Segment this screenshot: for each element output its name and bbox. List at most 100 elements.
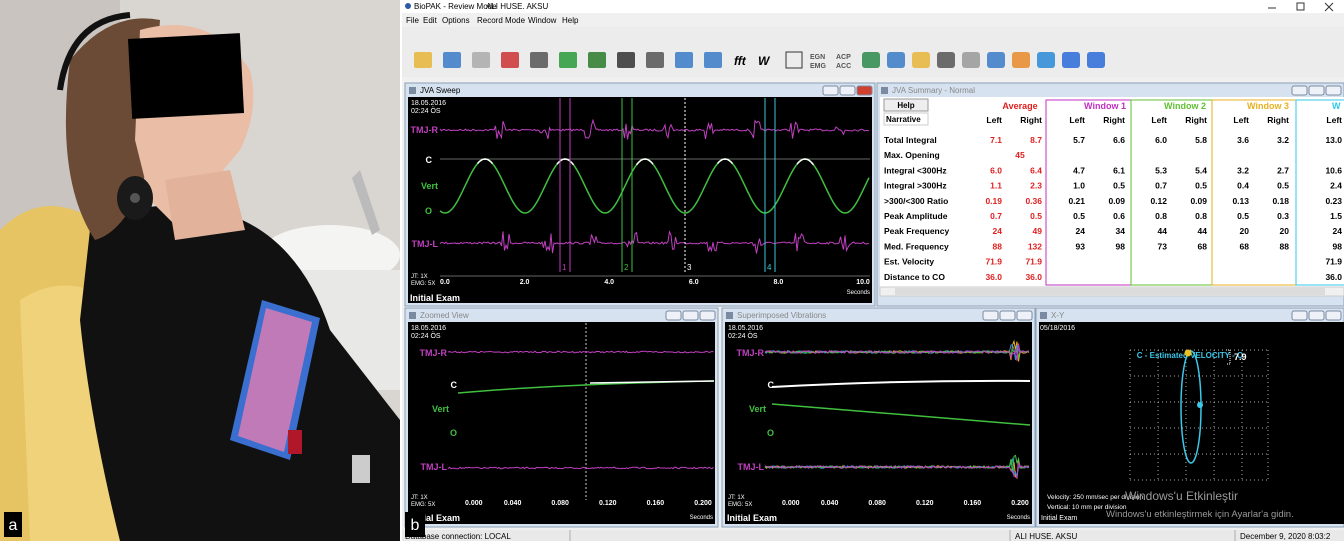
window-button[interactable] [823,86,838,95]
cell: 68 [1198,241,1208,251]
cell: 0.5 [1030,211,1042,221]
toolbar-icon[interactable] [443,52,461,68]
menu-item[interactable]: File [406,16,419,25]
toolbar-icon[interactable] [1062,52,1080,68]
window-button[interactable] [1326,311,1341,320]
row-label: Integral >300Hz [884,181,947,191]
menu-item[interactable]: Edit [423,16,438,25]
toolbar-icon[interactable] [501,52,519,68]
photo [0,0,400,541]
window-title: JVA Sweep [420,86,461,95]
point [1185,350,1192,357]
channel-label: Vert [421,181,438,191]
toolbar-icon[interactable] [1012,52,1030,68]
toolbar-icon[interactable] [414,52,432,68]
x-tick-label: 0.120 [599,500,617,507]
cell: 24 [1076,226,1086,236]
app-user: ALI HUSE. AKSU [486,2,548,11]
window-title: JVA Summary - Normal [892,86,975,95]
plot-time: 02:24 ÖS [411,107,441,115]
figure: BioPAK - Review ModeALI HUSE. AKSU File Ed… [0,0,1344,541]
toolbar-icon[interactable] [962,52,980,68]
cell: 0.8 [1155,211,1167,221]
toolbar-icon[interactable] [1087,52,1105,68]
toolbar-icon[interactable] [472,52,490,68]
window-button[interactable] [1309,311,1324,320]
toolbar-icon[interactable] [530,52,548,68]
channel-label: O [425,206,432,216]
cell: 2.7 [1277,165,1289,175]
cell: 0.3 [1277,211,1289,221]
window-button[interactable] [683,311,698,320]
toolbar-icon[interactable] [559,52,577,68]
cell: 0.5 [1237,211,1249,221]
cell: 0.5 [1073,211,1085,221]
cell: 3.2 [1277,135,1289,145]
value-label: 7.9 [1234,352,1247,362]
toolbar-text: ACP [836,54,851,61]
toolbar-icon[interactable] [1037,52,1055,68]
channel-label: TMJ-L [738,462,765,472]
panel-label: a [9,517,18,534]
scrollbar-thumb[interactable] [895,288,1325,295]
narrative-label: Narrative [886,115,921,124]
page: BioPAK - Review ModeALI HUSE. AKSU File Ed… [0,0,1344,541]
window-icon [726,312,733,319]
emg-label: EMG: 5X [411,281,435,287]
cell: 24 [993,226,1003,236]
x-tick-label: 0.080 [551,500,569,507]
window-button[interactable] [983,311,998,320]
cell: 0.5 [1277,181,1289,191]
window-button[interactable] [700,311,715,320]
window-button[interactable] [1000,311,1015,320]
window-button[interactable] [840,86,855,95]
window-button[interactable] [1017,311,1032,320]
channel-label: O [450,428,457,438]
menu-item[interactable]: Options [442,16,470,25]
toolbar-icon[interactable] [675,52,693,68]
emg-label: EMG: 5X [411,502,435,508]
group-header: Window 1 [1084,101,1126,111]
window-button[interactable] [1309,86,1324,95]
x-tick-label: 0.000 [465,500,483,507]
toolbar-icon[interactable] [912,52,930,68]
cell: 98 [1116,241,1126,251]
toolbar-icon[interactable] [588,52,606,68]
menu-item[interactable]: Help [562,16,579,25]
toolbar-icon[interactable] [937,52,955,68]
unit-label: Seconds [1007,515,1030,521]
window-button[interactable] [857,86,872,95]
window-button[interactable] [1292,311,1307,320]
toolbar-icon[interactable] [987,52,1005,68]
plot-date: 18.05.2016 [728,325,763,332]
menu-item[interactable]: Record Mode [477,16,526,25]
cell: 3.2 [1237,165,1249,175]
toolbar-icon[interactable] [887,52,905,68]
toolbar-icon[interactable] [704,52,722,68]
window-button[interactable] [666,311,681,320]
cell: 10.6 [1325,165,1342,175]
x-tick-label: 8.0 [774,279,784,286]
x-tick-label: 0.120 [916,500,934,507]
side-header: Right [1267,115,1289,125]
app-title: BioPAK - Review Mode [414,2,497,11]
channel-label: O [767,428,774,438]
group-header: Window 3 [1247,101,1289,111]
cell: 0.23 [1325,196,1342,206]
toolbar-icon[interactable] [617,52,635,68]
cell: 93 [1076,241,1086,251]
cell: 132 [1028,241,1042,251]
toolbar-icon[interactable] [862,52,880,68]
menu-item[interactable]: Window [528,16,557,25]
row-label: Distance to CO [884,272,945,282]
cell: 20 [1280,226,1290,236]
toolbar-icon[interactable] [646,52,664,68]
status-bar [402,530,1344,541]
cell: 45 [1015,150,1025,160]
x-tick-label: 0.200 [1011,500,1029,507]
window-button[interactable] [1292,86,1307,95]
cell: 0.21 [1068,196,1085,206]
cell: 7.1 [990,135,1002,145]
window-button[interactable] [1326,86,1341,95]
cell: 0.36 [1025,196,1042,206]
